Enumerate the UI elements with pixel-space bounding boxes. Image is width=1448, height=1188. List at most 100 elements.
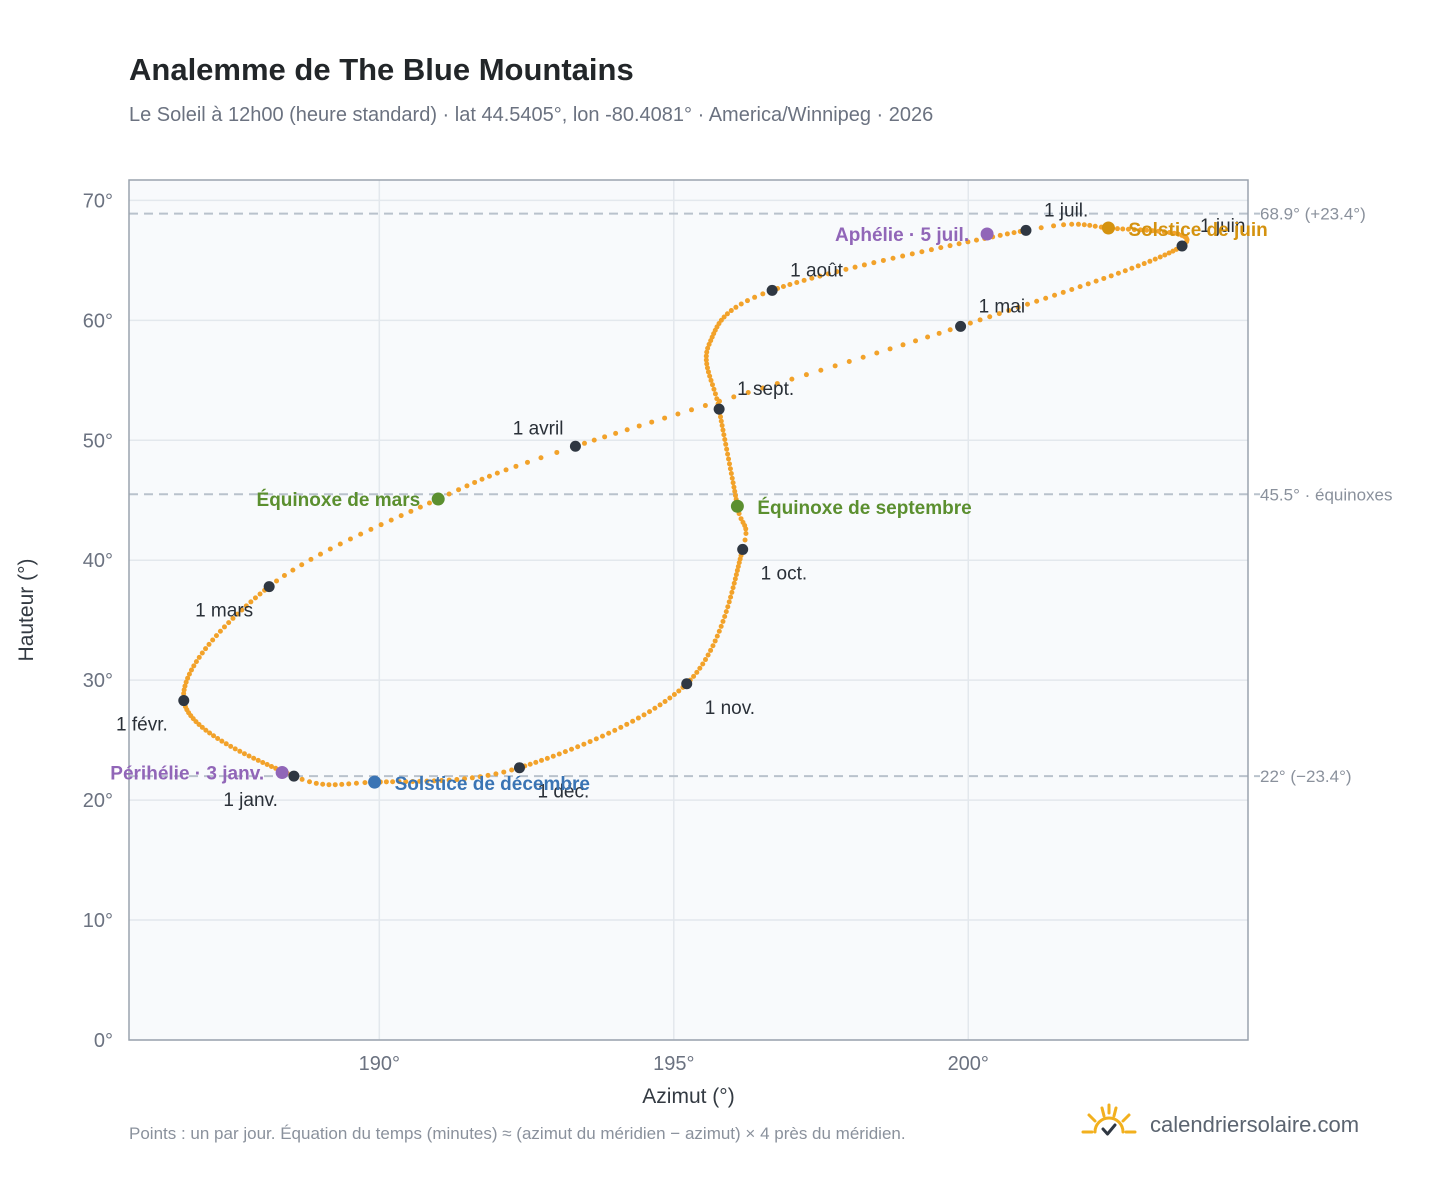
daily-sun-point [1144, 227, 1150, 233]
daily-sun-point [308, 556, 314, 562]
daily-sun-point [299, 776, 305, 782]
daily-sun-point [398, 513, 404, 519]
daily-sun-point [729, 589, 735, 595]
y-axis-label: Hauteur (°) [15, 559, 38, 662]
daily-sun-point [257, 591, 263, 597]
event-marker [431, 492, 445, 506]
daily-sun-point [237, 748, 243, 754]
daily-sun-point [1006, 307, 1012, 313]
daily-sun-point [704, 365, 710, 371]
month-marker [681, 678, 693, 690]
daily-sun-point [852, 264, 858, 270]
daily-sun-point [581, 741, 587, 747]
daily-sun-point [987, 314, 993, 320]
daily-sun-point [199, 724, 205, 730]
event-marker [368, 775, 382, 789]
daily-sun-point [191, 663, 197, 669]
daily-sun-point [709, 382, 715, 388]
daily-sun-point [232, 746, 238, 752]
daily-sun-point [1150, 228, 1156, 234]
daily-sun-point [243, 603, 249, 609]
daily-sun-point [1093, 278, 1099, 284]
daily-sun-point [251, 755, 257, 761]
daily-sun-point [702, 657, 708, 663]
daily-sun-point [477, 774, 483, 780]
brand-name: calendriersolaire.com [1150, 1112, 1360, 1137]
daily-sun-point [538, 455, 544, 461]
daily-sun-point [724, 311, 730, 317]
daily-sun-point [726, 461, 732, 467]
daily-sun-point [735, 563, 741, 569]
daily-sun-point [809, 275, 815, 281]
daily-sun-point [732, 576, 738, 582]
daily-sun-point [612, 727, 618, 733]
daily-sun-point [410, 778, 416, 784]
daily-sun-point [730, 480, 736, 486]
month-marker-label: 1 févr. [116, 715, 168, 736]
daily-sun-point [223, 741, 229, 747]
daily-sun-point [636, 423, 642, 429]
daily-sun-point [320, 781, 326, 787]
daily-sun-point [977, 317, 983, 323]
daily-sun-point [339, 781, 345, 787]
daily-sun-point [462, 776, 468, 782]
daily-sun-point [1075, 221, 1081, 227]
daily-sun-point [734, 567, 740, 573]
daily-sun-point [524, 459, 530, 465]
daily-sun-point [720, 427, 726, 433]
daily-sun-point [956, 241, 962, 247]
x-tick-label: 200° [948, 1053, 989, 1075]
daily-sun-point [1101, 275, 1107, 281]
daily-sun-point [1156, 228, 1162, 234]
daily-sun-point [1161, 229, 1167, 235]
y-tick-label: 0° [94, 1030, 113, 1052]
daily-sun-point [1061, 222, 1067, 228]
daily-sun-point [721, 314, 727, 320]
daily-sun-point [1060, 289, 1066, 295]
daily-sun-point [581, 440, 587, 446]
daily-sun-point [575, 744, 581, 750]
daily-sun-point [1092, 223, 1098, 229]
daily-sun-point [454, 776, 460, 782]
daily-sun-point [479, 476, 485, 482]
daily-sun-point [722, 614, 728, 620]
daily-sun-point [705, 369, 711, 375]
month-marker [766, 284, 778, 296]
daily-sun-point [708, 647, 714, 653]
event-marker [1101, 221, 1115, 235]
daily-sun-point [417, 778, 423, 784]
daily-sun-point [900, 253, 906, 259]
daily-sun-point [1131, 227, 1137, 233]
daily-sun-point [726, 456, 732, 462]
daily-sun-point [210, 637, 216, 643]
month-marker [569, 440, 581, 452]
month-marker [1020, 224, 1032, 236]
daily-sun-point [446, 777, 452, 783]
chart-title: Analemme de The Blue Mountains [129, 52, 634, 87]
analemma-curve [181, 221, 1190, 788]
month-marker [263, 581, 275, 593]
month-marker [513, 762, 525, 774]
daily-sun-point [234, 611, 240, 617]
daily-sun-point [728, 594, 734, 600]
daily-sun-point [825, 271, 831, 277]
daily-sun-point [556, 751, 562, 757]
daily-sun-point [832, 363, 838, 369]
daily-sun-point [938, 245, 944, 251]
month-marker [1176, 240, 1188, 252]
daily-sun-point [181, 691, 187, 697]
daily-sun-point [730, 585, 736, 591]
daily-sun-point [725, 604, 731, 610]
daily-sun-point [718, 418, 724, 424]
daily-sun-point [1114, 226, 1120, 232]
daily-sun-point [947, 243, 953, 249]
daily-sun-point [606, 730, 612, 736]
daily-sun-point [803, 372, 809, 378]
daily-sun-point [501, 769, 507, 775]
daily-sun-point [965, 239, 971, 245]
daily-sun-point [264, 762, 270, 768]
daily-sun-point [721, 432, 727, 438]
brand-logo[interactable]: calendriersolaire.com [1080, 1100, 1359, 1150]
month-marker-label: 1 mars [195, 601, 253, 622]
month-markers: 1 janv. 1 févr. 1 mars 1 avril 1 mai 1 juin 1 … [116, 200, 1245, 811]
